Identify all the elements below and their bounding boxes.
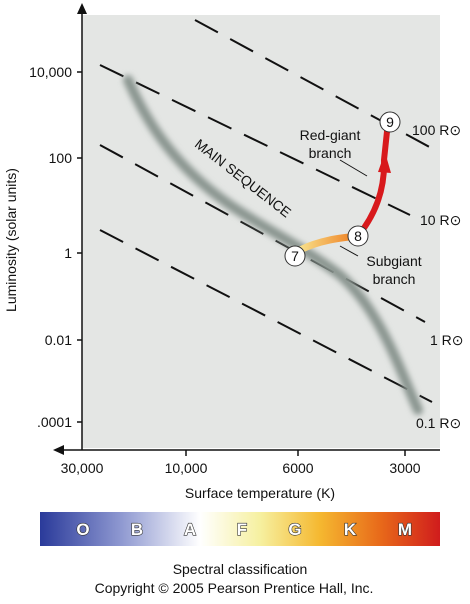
spectral-classes: O B A F G K M xyxy=(76,519,413,539)
y-axis-arrow xyxy=(77,3,87,14)
main-sequence xyxy=(123,75,423,415)
radius-label: 1 R⊙ xyxy=(430,332,464,348)
spectral-class: G xyxy=(288,520,301,539)
leader-line xyxy=(339,245,359,257)
stage-marker xyxy=(284,245,306,267)
y-tick-label: 100 xyxy=(49,150,73,166)
ticks xyxy=(77,71,406,456)
annotation: Red-giant xyxy=(300,127,361,143)
stage-label: 9 xyxy=(386,114,394,130)
spectral-class: O xyxy=(76,520,89,539)
radius-line xyxy=(99,229,433,403)
annotation: branch xyxy=(373,271,416,287)
radius-label: 100 R⊙ xyxy=(412,122,461,138)
x-axis-title: Surface temperature (K) xyxy=(185,485,335,501)
x-axis-arrow xyxy=(53,445,64,455)
y-tick-label: 0.01 xyxy=(45,332,72,348)
stage-marker xyxy=(379,111,401,133)
spectral-class: F xyxy=(237,520,247,539)
radius-line xyxy=(99,64,411,216)
spectral-title: Spectral classification xyxy=(173,561,308,577)
stage-label: 7 xyxy=(291,248,299,264)
x-tick-label: 30,000 xyxy=(61,460,104,476)
y-tick-label: 1 xyxy=(64,245,72,261)
track-arrow xyxy=(378,152,391,173)
x-tick-label: 3000 xyxy=(389,460,420,476)
y-tick-labels: 10,000 100 1 0.01 .0001 xyxy=(29,64,72,430)
radius-label: 0.1 R⊙ xyxy=(416,415,461,431)
leader-line xyxy=(339,159,368,177)
spectral-class: M xyxy=(398,520,412,539)
spectral-class: B xyxy=(131,520,143,539)
stage-markers: 7 8 9 xyxy=(284,111,401,267)
spectral-bar xyxy=(40,512,440,546)
radius-line xyxy=(99,144,426,323)
y-tick-label: .0001 xyxy=(37,414,72,430)
annotation: branch xyxy=(309,145,352,161)
x-tick-labels: 30,000 10,000 6000 3000 xyxy=(61,460,421,476)
x-tick-label: 6000 xyxy=(282,460,313,476)
radius-label: 10 R⊙ xyxy=(420,212,461,228)
y-axis-title: Luminosity (solar units) xyxy=(3,168,19,312)
annotation: Subgiant xyxy=(366,253,421,269)
stage-label: 8 xyxy=(354,228,362,244)
stage-marker xyxy=(347,225,369,247)
spectral-class: A xyxy=(184,520,196,539)
copyright: Copyright © 2005 Pearson Prentice Hall, … xyxy=(95,580,374,596)
plot-area xyxy=(82,15,440,448)
radius-line xyxy=(194,19,436,151)
x-tick-label: 10,000 xyxy=(165,460,208,476)
y-tick-label: 10,000 xyxy=(29,64,72,80)
spectral-class: K xyxy=(344,520,357,539)
